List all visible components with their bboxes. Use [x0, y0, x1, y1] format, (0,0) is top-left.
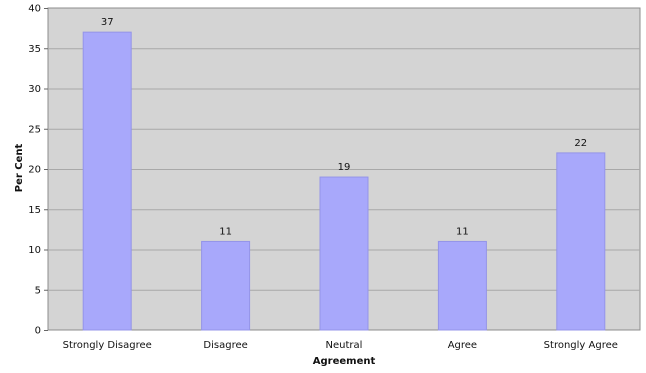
x-axis-title: Agreement [313, 356, 376, 367]
y-tick-label: 15 [28, 205, 41, 216]
y-tick-label: 0 [35, 326, 41, 337]
y-tick-label: 30 [28, 84, 41, 95]
y-tick-label: 40 [28, 4, 41, 15]
x-category-label: Strongly Agree [544, 340, 618, 351]
bar-value-label: 11 [456, 226, 469, 237]
y-tick-label: 20 [28, 165, 41, 176]
x-category-label: Disagree [203, 340, 247, 351]
bar [319, 176, 369, 331]
y-axis-title: Per Cent [14, 144, 25, 193]
x-category-label: Neutral [326, 340, 363, 351]
y-tick-label: 25 [28, 124, 41, 135]
bar-value-label: 22 [574, 138, 587, 149]
x-axis-ticks: Strongly Disagree Disagree Neutral Agree Str… [63, 340, 618, 351]
y-axis-ticks: 0 5 10 15 20 25 30 35 40 [28, 4, 48, 337]
bar [556, 152, 606, 331]
y-tick-label: 5 [35, 285, 41, 296]
bar [82, 31, 132, 331]
bar [437, 240, 487, 331]
x-category-label: Agree [448, 340, 477, 351]
y-tick-label: 10 [28, 245, 41, 256]
bar [201, 240, 251, 331]
bar-value-label: 37 [101, 17, 114, 28]
bars: 37 11 19 11 22 [82, 17, 606, 331]
bar-value-label: 11 [219, 226, 232, 237]
x-category-label: Strongly Disagree [63, 340, 152, 351]
y-tick-label: 35 [28, 44, 41, 55]
gridlines [48, 48, 640, 291]
bar-value-label: 19 [338, 162, 351, 173]
